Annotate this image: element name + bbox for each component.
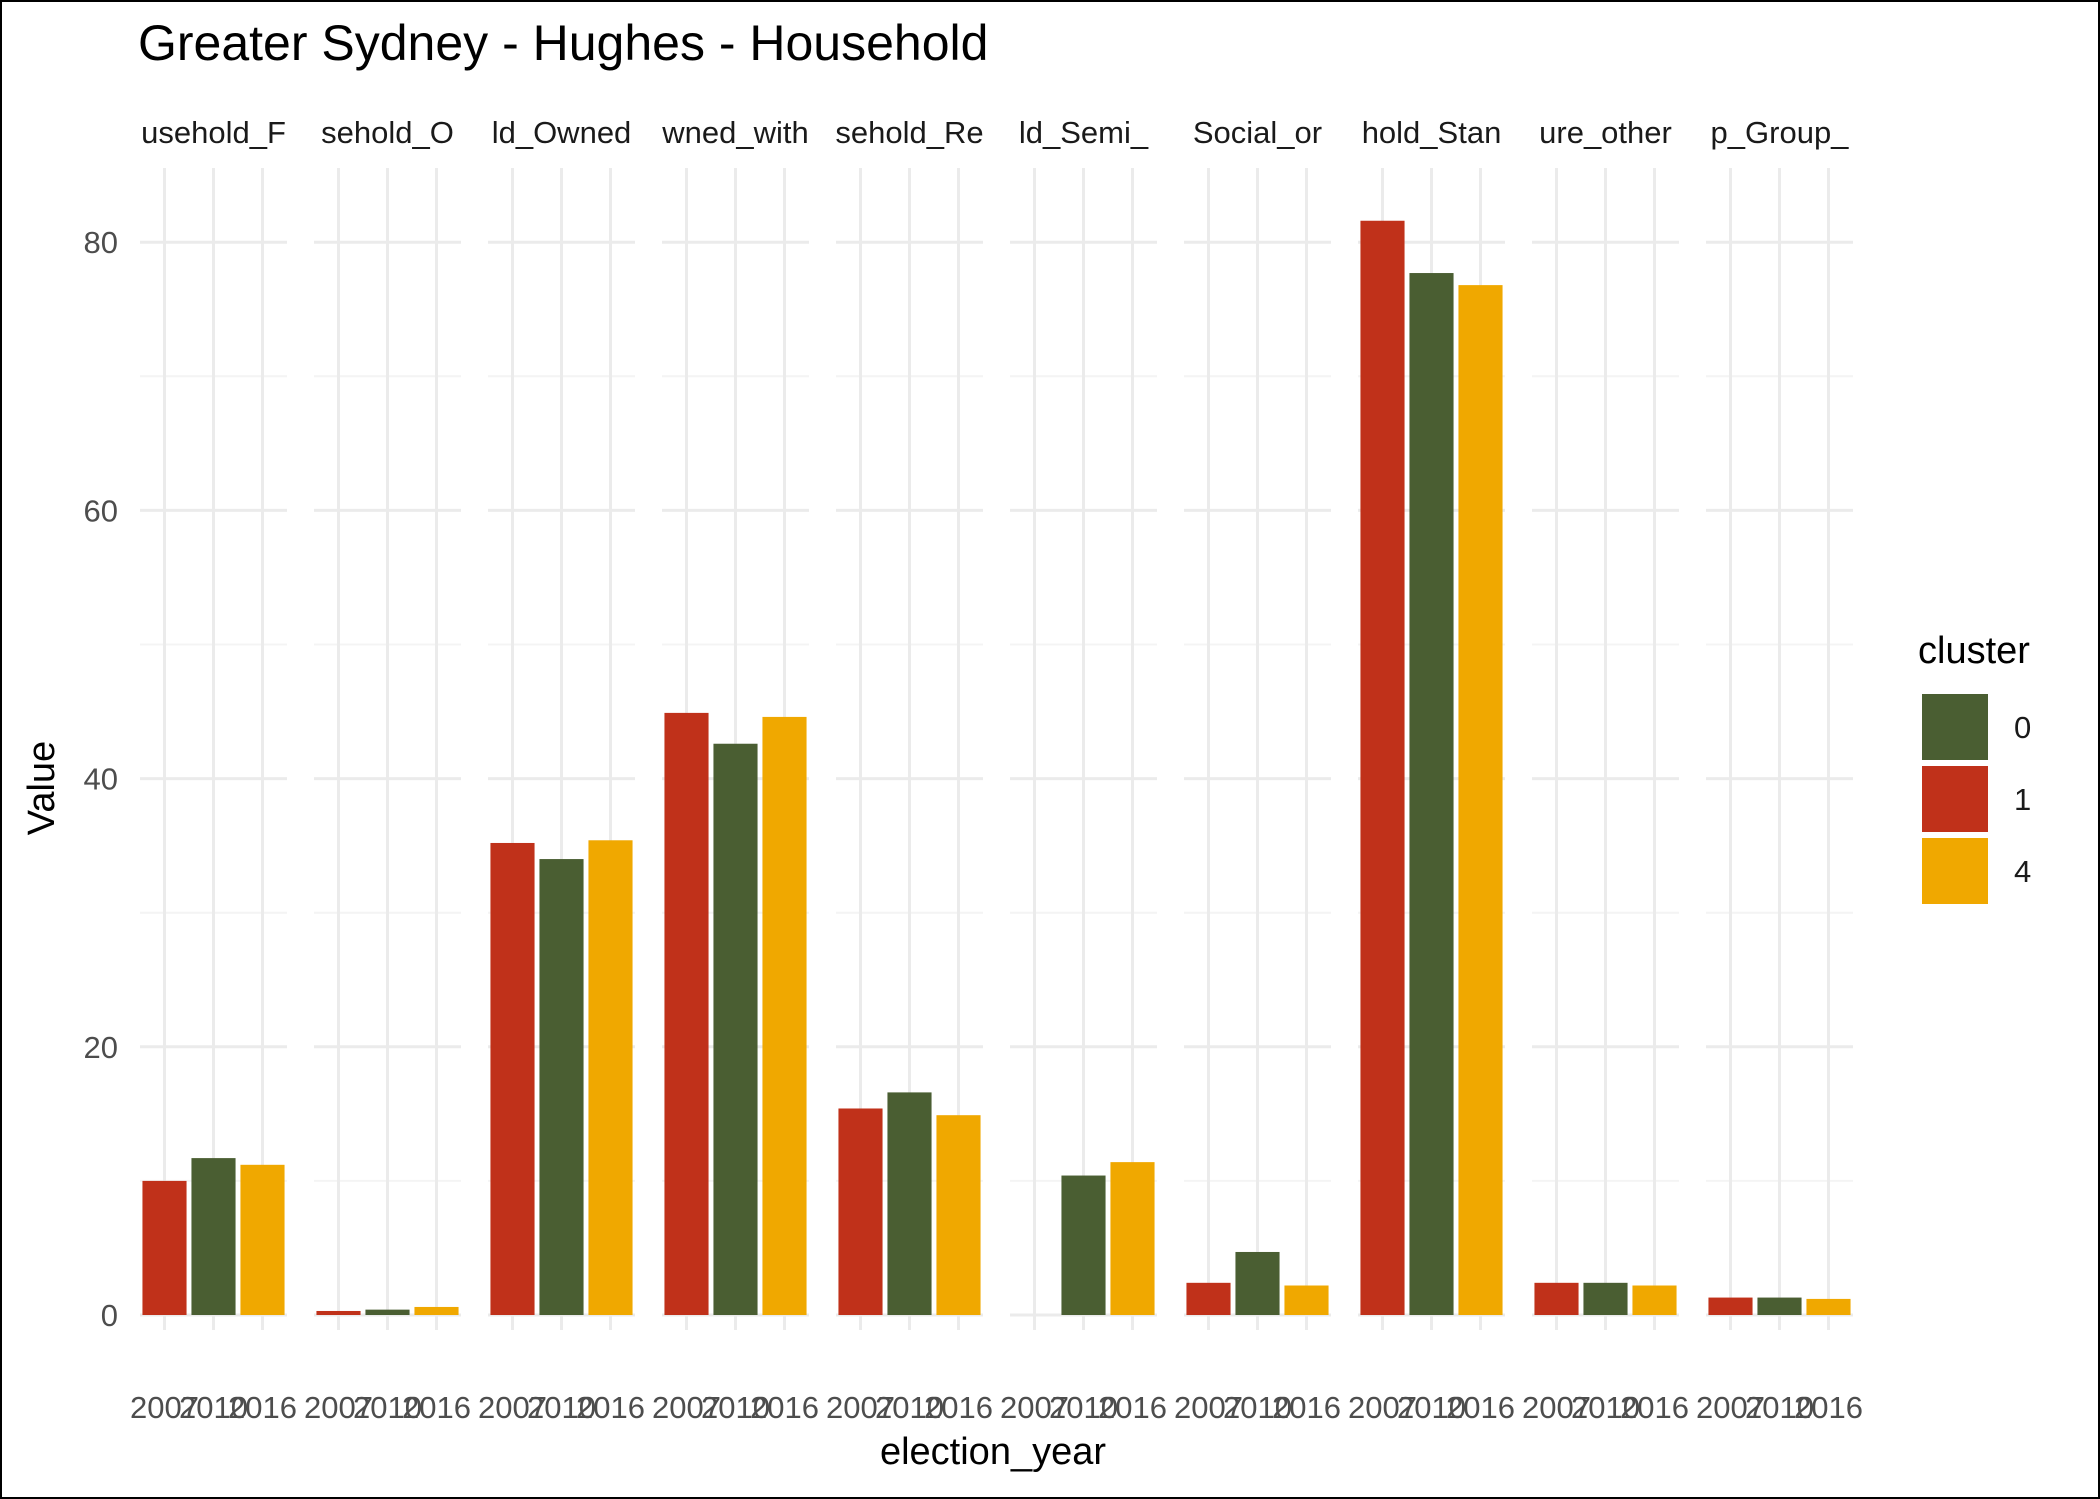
facet-strip-label: ld_Owned (492, 115, 632, 150)
bar (365, 1309, 410, 1315)
facet-strip-labels: usehold_F sehold_O ld_Owned wned_with sehold… (141, 115, 1849, 150)
x-tick-label: 2007 (1348, 1390, 1417, 1425)
facet-strip-label: sehold_O (321, 115, 454, 150)
bar (191, 1158, 236, 1315)
bar (588, 840, 633, 1315)
bar (936, 1115, 981, 1315)
x-tick-label: 2007 (652, 1390, 721, 1425)
legend-label: 4 (2014, 854, 2031, 889)
x-tick-label: 2007 (1522, 1390, 1591, 1425)
bars (142, 220, 1851, 1316)
x-tick-label: 2016 (1794, 1390, 1863, 1425)
facet-strip-label: p_Group_ (1711, 115, 1850, 150)
y-axis-ticks: 0 20 40 60 80 (84, 225, 118, 1333)
x-tick-label: 2016 (1098, 1390, 1167, 1425)
x-tick-label: 2007 (1174, 1390, 1243, 1425)
x-tick-label: 2007 (1696, 1390, 1765, 1425)
x-tick-label: 2016 (1620, 1390, 1689, 1425)
facet-strip-label: usehold_F (141, 115, 286, 150)
bar (713, 743, 758, 1315)
y-tick-label: 40 (84, 762, 118, 797)
x-tick-label: 2010 (1397, 1390, 1466, 1425)
x-tick-label: 2016 (1446, 1390, 1515, 1425)
x-tick-label: 2016 (402, 1390, 471, 1425)
bar (838, 1108, 883, 1315)
x-tick-label: 2016 (750, 1390, 819, 1425)
grid-lines (140, 168, 1853, 1330)
bar (1757, 1297, 1802, 1315)
legend-title: cluster (1918, 630, 2030, 672)
legend-label: 0 (2014, 710, 2031, 745)
x-tick-label: 2010 (1223, 1390, 1292, 1425)
bar (1632, 1285, 1677, 1315)
y-tick-label: 0 (101, 1298, 118, 1333)
bar (1708, 1297, 1753, 1315)
facet-strip-label: ld_Semi_ (1019, 115, 1149, 150)
bar (1534, 1282, 1579, 1315)
facet-strip-label: sehold_Re (835, 115, 983, 150)
legend-key (1922, 766, 1988, 832)
bar (1360, 220, 1405, 1315)
x-tick-label: 2007 (304, 1390, 373, 1425)
bar (316, 1310, 361, 1315)
chart-title: Greater Sydney - Hughes - Household (138, 15, 988, 71)
x-tick-label: 2010 (1571, 1390, 1640, 1425)
bar (1806, 1298, 1851, 1315)
legend-key (1922, 694, 1988, 760)
y-axis-title: Value (21, 741, 63, 835)
bar (142, 1180, 187, 1315)
facet-strip-label: wned_with (661, 115, 808, 150)
bar (1186, 1282, 1231, 1315)
legend-label: 1 (2014, 782, 2031, 817)
x-tick-label: 2010 (527, 1390, 596, 1425)
bar (1110, 1162, 1155, 1315)
facet-strip-label: Social_or (1193, 115, 1322, 150)
x-axis-title: election_year (880, 1431, 1106, 1473)
bar (1409, 273, 1454, 1316)
legend: cluster 0 1 4 (1918, 630, 2031, 904)
bar (1284, 1285, 1329, 1315)
bar (1061, 1175, 1106, 1315)
x-tick-label: 2007 (826, 1390, 895, 1425)
x-tick-label: 2016 (228, 1390, 297, 1425)
x-tick-label: 2016 (1272, 1390, 1341, 1425)
x-tick-label: 2010 (701, 1390, 770, 1425)
x-tick-label: 2007 (130, 1390, 199, 1425)
x-tick-label: 2007 (1000, 1390, 1069, 1425)
bar (762, 716, 807, 1315)
bar (1458, 285, 1503, 1315)
x-tick-label: 2010 (1049, 1390, 1118, 1425)
legend-key (1922, 838, 1988, 904)
x-tick-label: 2016 (924, 1390, 993, 1425)
x-tick-label: 2010 (179, 1390, 248, 1425)
y-tick-label: 80 (84, 225, 118, 260)
x-tick-label: 2010 (875, 1390, 944, 1425)
bar (240, 1164, 285, 1315)
bar (539, 859, 584, 1315)
y-tick-label: 60 (84, 493, 118, 528)
x-tick-label: 2010 (353, 1390, 422, 1425)
x-tick-label: 2010 (1745, 1390, 1814, 1425)
x-tick-label: 2016 (576, 1390, 645, 1425)
legend-entries: 0 1 4 (1922, 694, 2031, 904)
x-tick-label: 2007 (478, 1390, 547, 1425)
facet-strip-label: ure_other (1539, 115, 1672, 150)
bar (664, 712, 709, 1315)
bar (1235, 1251, 1280, 1315)
bar (490, 842, 535, 1315)
bar (1583, 1282, 1628, 1315)
bar (887, 1092, 932, 1315)
y-tick-label: 20 (84, 1030, 118, 1065)
facet-strip-label: hold_Stan (1362, 115, 1502, 150)
bar (414, 1306, 459, 1315)
